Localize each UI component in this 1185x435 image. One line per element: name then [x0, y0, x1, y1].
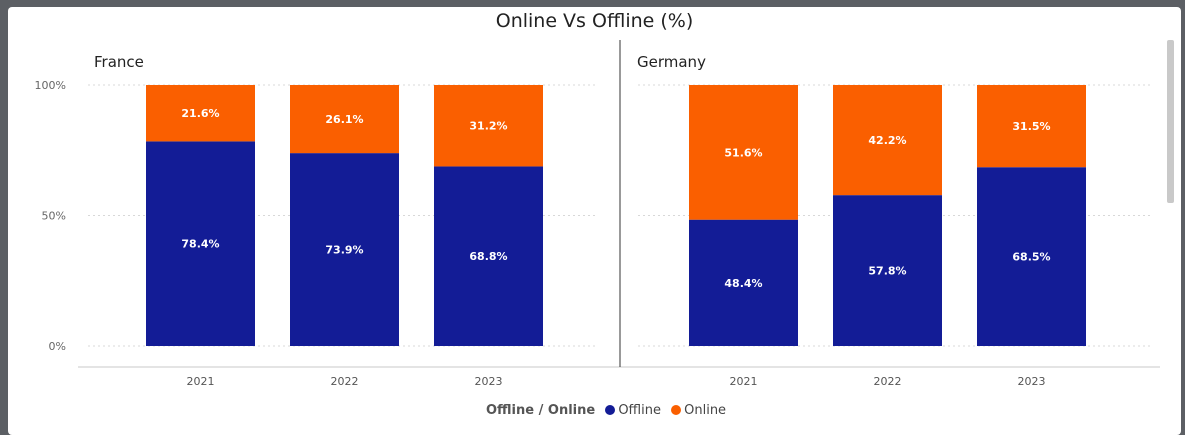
legend-title: Offline / Online — [486, 403, 596, 418]
vertical-scrollbar[interactable] — [1167, 40, 1174, 203]
bar-online-2021 — [146, 85, 255, 142]
data-label-online-2021: 21.6% — [181, 107, 219, 120]
data-label-offline-2022: 73.9% — [325, 244, 363, 257]
bar-offline-2021 — [146, 141, 255, 346]
data-label-online-2023: 31.2% — [469, 120, 507, 133]
x-tick-label: 2022 — [874, 375, 902, 388]
data-label-online-2022: 26.1% — [325, 113, 363, 126]
x-tick-label: 2023 — [475, 375, 503, 388]
data-label-online-2021: 51.6% — [724, 146, 762, 159]
data-label-offline-2021: 48.4% — [724, 277, 762, 290]
y-tick-label: 50% — [42, 210, 66, 223]
data-label-online-2023: 31.5% — [1012, 120, 1050, 133]
bar-offline-2023 — [977, 167, 1086, 346]
panel-title-france: France — [94, 53, 144, 71]
legend-online-label: Online — [684, 403, 727, 418]
bar-online-2021 — [689, 85, 798, 220]
panel-title-germany: Germany — [637, 53, 706, 71]
bar-online-2022 — [290, 85, 399, 154]
legend: Offline / Online Offline Online — [486, 403, 726, 418]
data-label-offline-2022: 57.8% — [868, 265, 906, 278]
chart-svg: 100% 50% 0% France 78.4% 21.6% 2021 73.9% 26.1% 2… — [35, 40, 1160, 388]
x-tick-label: 2021 — [187, 375, 215, 388]
bar-offline-2021 — [689, 219, 798, 346]
bar-online-2022 — [833, 85, 942, 196]
chart-title: Online Vs Offline (%) — [495, 10, 694, 32]
data-label-offline-2021: 78.4% — [181, 238, 219, 251]
legend-offline-dot — [605, 405, 616, 415]
legend-item-online[interactable]: Online — [671, 403, 726, 418]
chart-card: Online Vs Offline (%) 100% 50% 0% France 78.… — [8, 7, 1181, 435]
bar-offline-2022 — [833, 195, 942, 346]
data-label-online-2022: 42.2% — [868, 134, 906, 147]
bar-online-2023 — [434, 85, 543, 167]
data-label-offline-2023: 68.8% — [469, 250, 507, 263]
x-tick-label: 2021 — [730, 375, 758, 388]
data-label-offline-2023: 68.5% — [1012, 251, 1050, 264]
bar-online-2023 — [977, 85, 1086, 168]
y-tick-label: 0% — [49, 340, 66, 353]
legend-item-offline[interactable]: Offline — [605, 403, 665, 418]
legend-offline-label: Offline — [618, 403, 661, 418]
x-tick-label: 2023 — [1018, 375, 1046, 388]
y-tick-label: 100% — [35, 79, 66, 92]
bar-offline-2023 — [434, 166, 543, 346]
bar-offline-2022 — [290, 153, 399, 346]
x-tick-label: 2022 — [331, 375, 359, 388]
legend-online-dot — [671, 405, 682, 415]
